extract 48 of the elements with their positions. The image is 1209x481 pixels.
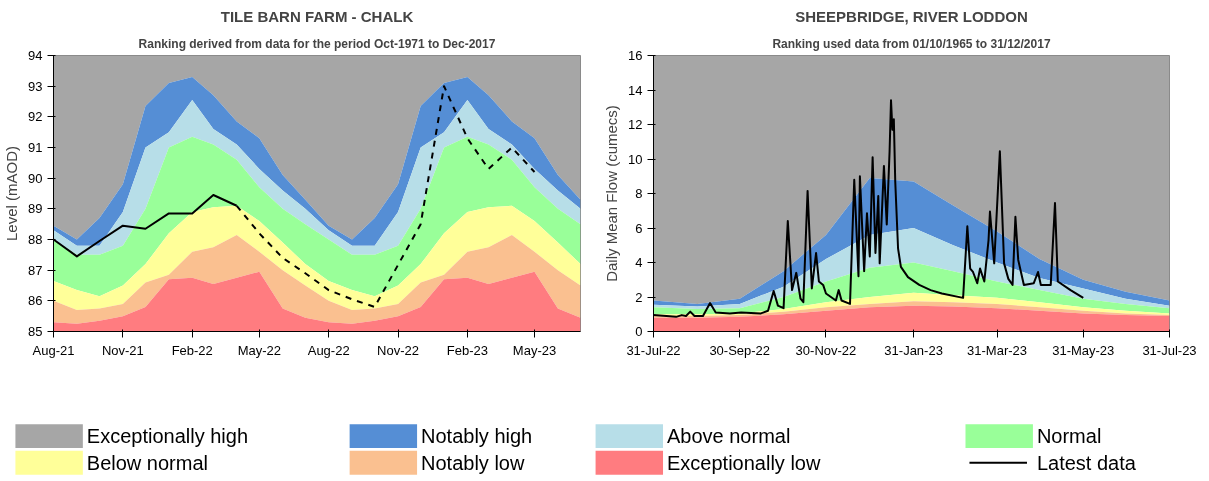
- x-tick-label: May-23: [512, 342, 557, 358]
- y-tick-label: 2: [635, 289, 643, 305]
- x-tick-label: Feb-22: [171, 342, 213, 358]
- y-tick-label: 89: [28, 201, 43, 217]
- y-tick-label: 85: [28, 324, 43, 339]
- x-tick-label: Feb-23: [446, 342, 489, 358]
- x-tick-label: May-22: [237, 342, 282, 358]
- legend-label: Above normal: [666, 425, 791, 448]
- x-tick-label: 31-Jul-23: [1142, 342, 1197, 358]
- y-tick-label: 0: [635, 324, 643, 339]
- x-tick-label: 31-Mar-23: [967, 342, 1028, 358]
- x-tick-label: 30-Nov-22: [795, 342, 857, 358]
- y-tick-label: 8: [635, 186, 643, 201]
- x-tick-label: Nov-21: [101, 342, 144, 358]
- x-tick-label: 30-Sep-22: [709, 342, 771, 358]
- legend-label: Exceptionally high: [86, 425, 249, 448]
- legend-label: Notably high: [421, 425, 533, 448]
- y-tick-label: 6: [635, 220, 643, 236]
- chart-subtitle: Ranking used data from 01/10/1965 to 31/12/2017: [772, 36, 1051, 51]
- y-tick-label: 94: [28, 48, 43, 63]
- y-tick-label: 90: [28, 170, 43, 186]
- x-tick-label: 31-Jul-22: [626, 342, 681, 358]
- legend-label: Notably low: [421, 451, 525, 474]
- y-tick-label: 12: [628, 117, 643, 132]
- x-tick-label: 31-May-23: [1052, 342, 1115, 358]
- legend-label: Below normal: [86, 451, 208, 474]
- x-tick-label: Aug-21: [32, 342, 75, 358]
- y-tick-label: 93: [28, 78, 43, 94]
- y-axis-title: Level (mAOD): [3, 145, 21, 242]
- y-tick-label: 87: [28, 262, 43, 278]
- chart-title: SHEEPBRIDGE, RIVER LODDON: [795, 7, 1028, 25]
- y-tick-label: 4: [635, 255, 643, 270]
- legend-label: Latest data: [1036, 451, 1137, 474]
- x-tick-label: Nov-22: [377, 342, 420, 358]
- y-tick-label: 10: [628, 151, 643, 167]
- x-tick-label: 31-Jan-23: [884, 342, 943, 358]
- legend-label: Normal: [1036, 425, 1102, 448]
- y-tick-label: 92: [28, 109, 43, 125]
- x-tick-label: Aug-22: [307, 342, 350, 358]
- y-tick-label: 86: [28, 293, 43, 309]
- y-axis-title: Daily Mean Flow (cumecs): [603, 105, 621, 282]
- y-tick-label: 91: [28, 140, 43, 155]
- y-tick-label: 14: [628, 82, 643, 98]
- y-tick-label: 88: [28, 232, 43, 247]
- chart-title: TILE BARN FARM - CHALK: [220, 7, 414, 25]
- y-tick-label: 16: [628, 48, 643, 63]
- chart-subtitle: Ranking derived from data for the period Oct-1971 to Dec-2017: [138, 36, 496, 51]
- legend-label: Exceptionally low: [666, 451, 821, 474]
